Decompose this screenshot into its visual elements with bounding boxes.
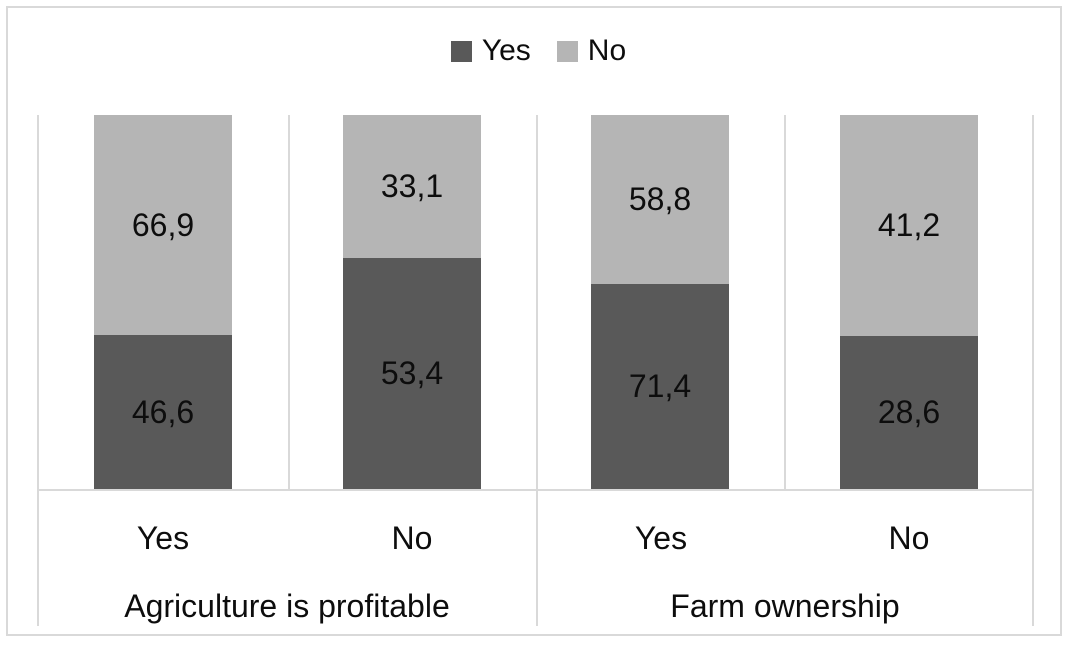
legend-item-yes: Yes bbox=[450, 34, 531, 68]
segment-no: 33,1 bbox=[343, 115, 481, 259]
segment-no: 58,8 bbox=[591, 115, 729, 284]
segment-yes: 53,4 bbox=[343, 258, 481, 489]
value-label-no: 58,8 bbox=[628, 180, 692, 217]
segment-yes: 28,6 bbox=[840, 335, 978, 489]
legend-label-yes: Yes bbox=[481, 34, 531, 67]
chart-outer-border bbox=[6, 6, 1062, 636]
value-label-yes: 46,6 bbox=[131, 393, 195, 430]
bar-farm-yes: 58,8 71,4 bbox=[591, 115, 729, 489]
legend-label-no: No bbox=[587, 34, 627, 67]
divider-between-groups bbox=[536, 115, 538, 626]
legend-swatch-yes bbox=[450, 40, 472, 62]
bar-farm-no: 41,2 28,6 bbox=[840, 115, 978, 489]
value-label-yes: 28,6 bbox=[877, 393, 941, 430]
category-label: No bbox=[888, 520, 930, 556]
segment-no: 41,2 bbox=[840, 115, 978, 336]
segment-no: 66,9 bbox=[94, 115, 232, 336]
category-label: Yes bbox=[634, 520, 688, 556]
value-label-yes: 53,4 bbox=[380, 355, 444, 392]
value-label-no: 33,1 bbox=[380, 168, 444, 205]
legend-swatch-no bbox=[556, 40, 578, 62]
value-label-no: 66,9 bbox=[131, 206, 195, 243]
value-label-no: 41,2 bbox=[877, 206, 941, 243]
axis-line-right bbox=[1032, 115, 1034, 626]
chart-legend: Yes No bbox=[0, 34, 1077, 68]
segment-yes: 71,4 bbox=[591, 283, 729, 489]
segment-yes: 46,6 bbox=[94, 335, 232, 489]
group-label-agriculture: Agriculture is profitable bbox=[124, 588, 450, 624]
group-label-farm-ownership: Farm ownership bbox=[670, 588, 900, 624]
category-label: Yes bbox=[136, 520, 190, 556]
axis-line-left bbox=[37, 115, 39, 626]
divider-group1-middle bbox=[288, 115, 290, 489]
bar-agriculture-yes: 66,9 46,6 bbox=[94, 115, 232, 489]
category-label: No bbox=[391, 520, 433, 556]
x-axis-baseline bbox=[37, 489, 1034, 491]
value-label-yes: 71,4 bbox=[628, 367, 692, 404]
divider-group2-middle bbox=[784, 115, 786, 489]
legend-item-no: No bbox=[556, 34, 627, 68]
bar-agriculture-no: 33,1 53,4 bbox=[343, 115, 481, 489]
